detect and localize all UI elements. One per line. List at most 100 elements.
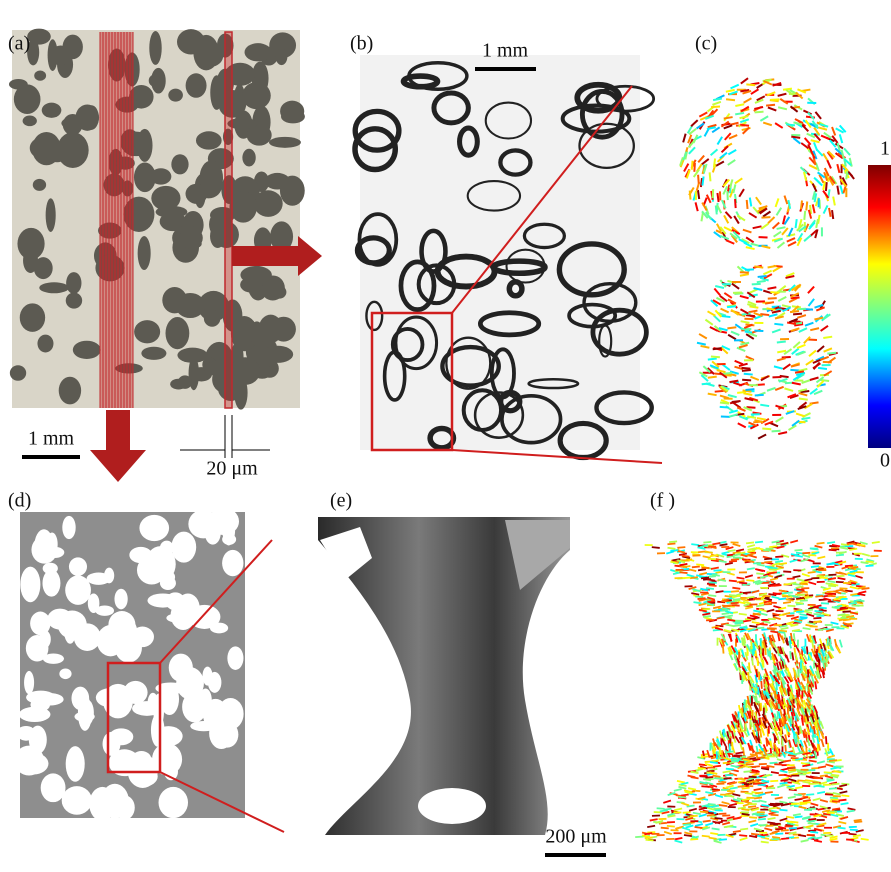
vector (788, 797, 796, 798)
panel-label: (b) (350, 33, 373, 55)
vector (844, 148, 850, 155)
vector (698, 190, 699, 199)
vector (810, 328, 819, 330)
vector (832, 808, 840, 809)
slice-stripes (100, 32, 133, 408)
vector (767, 287, 776, 289)
vector (845, 566, 853, 567)
vector (709, 582, 717, 583)
vector (668, 548, 676, 549)
vector (739, 614, 747, 615)
vector (723, 365, 730, 370)
vector (809, 761, 817, 762)
vector (739, 835, 747, 836)
pore (73, 341, 101, 359)
vector (815, 681, 816, 689)
pore (240, 266, 271, 284)
vector (761, 224, 768, 229)
vector (742, 799, 750, 800)
vector (690, 816, 698, 817)
vector (855, 576, 863, 578)
vector (803, 782, 811, 783)
vector (761, 654, 762, 662)
pore (204, 310, 221, 327)
vector (701, 212, 703, 221)
vector (681, 803, 689, 805)
pore (30, 612, 50, 636)
vector (701, 786, 709, 787)
vector (773, 585, 781, 586)
vector (715, 822, 723, 823)
vector (726, 99, 735, 100)
vector (680, 572, 688, 573)
vector (721, 316, 730, 317)
vector (797, 345, 805, 348)
vector (764, 558, 772, 559)
vector (803, 800, 811, 801)
vector (798, 669, 799, 677)
vector (731, 591, 739, 592)
pore (202, 667, 212, 686)
vector (829, 760, 837, 761)
vector (786, 817, 794, 818)
vector (698, 175, 699, 184)
vector (779, 631, 787, 632)
pore (23, 116, 37, 127)
vector (704, 618, 712, 620)
vector (723, 373, 732, 374)
vector (710, 762, 718, 763)
vector (740, 829, 748, 830)
vector (808, 582, 816, 584)
vector (748, 820, 756, 822)
vector (753, 611, 761, 612)
vector (708, 595, 716, 596)
vector (767, 388, 776, 391)
vector (746, 723, 747, 731)
vector (747, 597, 755, 598)
vector (755, 792, 763, 793)
vector (801, 559, 809, 561)
vector (691, 593, 699, 594)
vector (725, 615, 733, 617)
vector (772, 311, 781, 313)
pore (24, 671, 34, 694)
scale-label: 200 μm (545, 826, 607, 848)
vector (777, 242, 784, 248)
vector (681, 783, 689, 785)
vector (713, 189, 714, 198)
vector (712, 543, 720, 544)
vector (824, 348, 832, 351)
vector (839, 597, 847, 598)
vector (755, 542, 763, 543)
vector (674, 809, 682, 811)
pore (159, 787, 189, 818)
pore (166, 317, 190, 349)
vector (772, 329, 780, 332)
vector (787, 787, 795, 789)
pore (87, 572, 111, 584)
vector (797, 690, 798, 698)
vector (783, 571, 791, 572)
vector (791, 297, 800, 298)
vector (805, 780, 813, 781)
vector (716, 591, 724, 592)
vector (785, 752, 793, 753)
vector (769, 546, 777, 547)
vector (737, 216, 745, 221)
vector (719, 839, 727, 840)
vector (702, 159, 709, 165)
pore (250, 321, 265, 346)
vector (687, 170, 690, 179)
vector (847, 543, 855, 544)
vector (795, 555, 803, 556)
vector (811, 140, 820, 142)
vector (729, 561, 737, 562)
pore (280, 176, 305, 206)
vector (806, 614, 814, 616)
vector (724, 778, 732, 779)
vector (763, 212, 770, 217)
vector (733, 831, 741, 832)
vector (770, 763, 778, 764)
vector (727, 327, 736, 328)
vector (799, 807, 807, 809)
